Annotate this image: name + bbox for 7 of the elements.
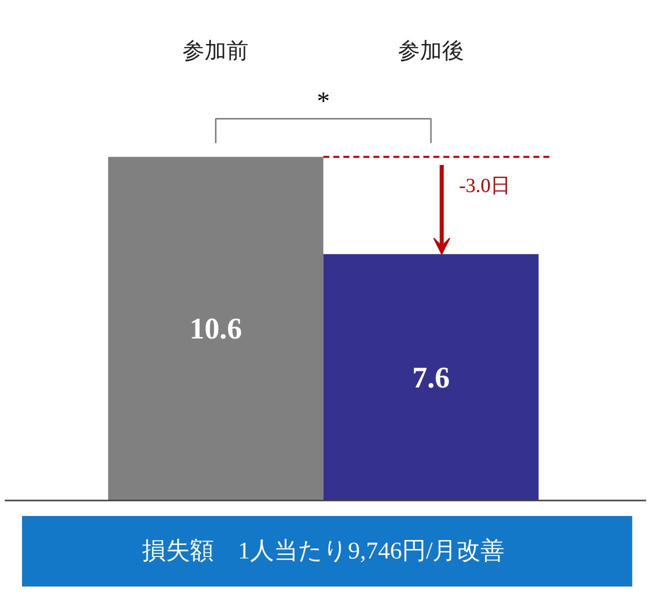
- annotation: -3.0日: [458, 175, 511, 198]
- text: 損失額 1人当たり9,746円/月改善: [142, 537, 505, 564]
- x-tick-label: 参加前: [182, 38, 249, 63]
- data-label: 7.6: [412, 361, 450, 394]
- data-label: 10.6: [189, 312, 242, 346]
- x-tick-label: 参加後: [398, 38, 464, 63]
- text: *: [316, 86, 330, 116]
